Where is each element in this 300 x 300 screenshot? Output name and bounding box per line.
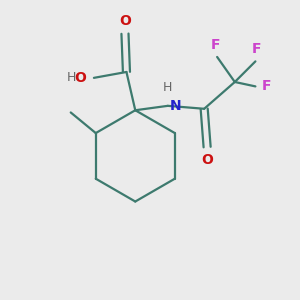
Text: O: O: [119, 14, 131, 28]
Text: F: F: [252, 42, 262, 56]
Text: N: N: [169, 99, 181, 113]
Text: H: H: [163, 81, 172, 94]
Text: F: F: [262, 80, 272, 93]
Text: H: H: [67, 71, 76, 84]
Text: F: F: [211, 38, 220, 52]
Text: O: O: [201, 153, 213, 167]
Text: O: O: [74, 71, 86, 85]
